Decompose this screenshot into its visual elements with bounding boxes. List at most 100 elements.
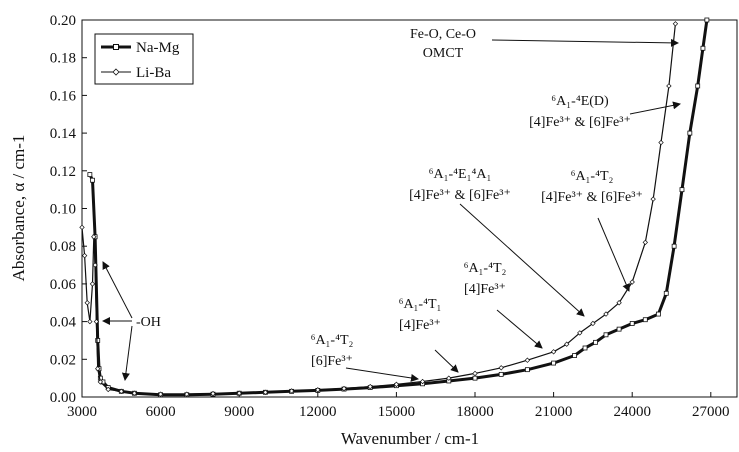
data-point-li-ba <box>184 391 190 397</box>
annotation-omct: Fe-O, Ce-O OMCT <box>410 27 679 61</box>
y-tick-label: 0.14 <box>50 126 77 142</box>
data-point-li-ba <box>590 320 596 327</box>
data-point-na-mg <box>671 243 677 249</box>
x-tick-label: 12000 <box>299 404 337 420</box>
data-point-na-mg <box>572 353 577 358</box>
legend-label-na-mg: Na-Mg <box>136 40 180 56</box>
svg-text:OMCT: OMCT <box>423 46 464 61</box>
data-point-li-ba <box>341 385 347 392</box>
data-point-na-mg <box>687 130 693 136</box>
data-point-li-ba <box>79 224 85 231</box>
data-point-li-ba <box>157 391 164 397</box>
data-point-li-ba <box>472 370 478 377</box>
x-tick-label: 6000 <box>146 404 176 420</box>
svg-text:[6]Fe³⁺: [6]Fe³⁺ <box>311 354 353 369</box>
x-tick-label: 18000 <box>456 404 494 420</box>
data-point-na-mg <box>603 332 609 338</box>
svg-text:[4]Fe³⁺ & [6]Fe³⁺: [4]Fe³⁺ & [6]Fe³⁺ <box>541 190 643 205</box>
data-point-li-ba <box>91 234 97 240</box>
x-tick-label: 15000 <box>378 404 416 420</box>
y-tick-label: 0.04 <box>50 315 77 331</box>
annotation-oh-arrow-down <box>121 325 133 381</box>
data-point-na-mg <box>704 17 710 23</box>
annotation-t1: ⁶A₁-⁴T₁ [4]Fe³⁺ <box>399 297 459 373</box>
data-point-na-mg <box>498 371 504 377</box>
y-tick-label: 0.16 <box>50 88 77 104</box>
data-point-li-ba <box>315 387 321 393</box>
data-point-li-ba <box>87 318 93 325</box>
x-tick-label: 21000 <box>535 404 573 420</box>
data-point-na-mg <box>700 45 706 51</box>
annotation-t2-octa: ⁶A₁-⁴T₂ [6]Fe³⁺ <box>311 333 419 382</box>
y-tick-label: 0.20 <box>50 13 76 29</box>
svg-text:[4]Fe³⁺ & [6]Fe³⁺: [4]Fe³⁺ & [6]Fe³⁺ <box>529 115 631 130</box>
svg-text:⁶A₁-⁴T₂: ⁶A₁-⁴T₂ <box>464 261 507 276</box>
svg-text:[4]Fe³⁺: [4]Fe³⁺ <box>399 318 441 333</box>
data-point-na-mg <box>472 375 478 381</box>
data-point-na-mg <box>629 321 635 326</box>
data-point-li-ba <box>603 311 609 317</box>
annotation-t1-arrow <box>434 349 459 373</box>
data-point-na-mg <box>656 311 661 317</box>
data-point-na-mg <box>642 317 648 323</box>
data-point-li-ba <box>236 390 242 396</box>
data-point-li-ba <box>498 365 504 371</box>
data-point-na-mg <box>90 177 95 183</box>
annotation-oh-arrow-up <box>102 261 133 319</box>
data-point-li-ba <box>616 300 622 306</box>
svg-text:[4]Fe³⁺ & [6]Fe³⁺: [4]Fe³⁺ & [6]Fe³⁺ <box>409 188 511 203</box>
data-point-li-ba <box>210 390 216 397</box>
y-tick-label: 0.12 <box>50 164 76 180</box>
data-point-li-ba <box>118 388 124 395</box>
svg-text:-OH: -OH <box>136 315 161 330</box>
y-tick-label: 0.08 <box>50 239 76 255</box>
data-point-na-mg <box>663 290 669 296</box>
data-point-li-ba <box>577 330 583 336</box>
y-tick-label: 0.10 <box>50 202 76 218</box>
series-layer <box>79 17 710 398</box>
legend-box <box>94 33 194 85</box>
data-point-li-ba <box>92 262 98 268</box>
data-point-li-ba <box>89 281 96 287</box>
y-tick-label: 0.18 <box>50 51 76 67</box>
data-point-li-ba <box>564 341 570 347</box>
svg-text:Fe-O, Ce-O: Fe-O, Ce-O <box>410 27 476 42</box>
legend-label-li-ba: Li-Ba <box>136 65 171 81</box>
svg-text:⁶A₁-⁴T₂: ⁶A₁-⁴T₂ <box>571 169 614 184</box>
data-point-li-ba <box>105 386 111 393</box>
svg-text:⁶A₁-⁴E₁⁴A₁: ⁶A₁-⁴E₁⁴A₁ <box>429 167 492 182</box>
annotation-e1-a1-arrow <box>459 203 585 317</box>
legend-marker-na-mg <box>113 44 119 50</box>
data-point-li-ba <box>81 252 88 259</box>
data-point-li-ba <box>97 379 104 385</box>
data-point-li-ba <box>95 366 101 372</box>
annotation-e1-a1: ⁶A₁-⁴E₁⁴A₁ [4]Fe³⁺ & [6]Fe³⁺ <box>409 167 585 317</box>
data-point-li-ba <box>367 383 373 390</box>
y-tick-label: 0.00 <box>50 390 76 406</box>
svg-text:⁶A₁-⁴E(D): ⁶A₁-⁴E(D) <box>551 94 609 109</box>
legend: Na-Mg Li-Ba <box>94 33 194 85</box>
svg-text:⁶A₁-⁴T₂: ⁶A₁-⁴T₂ <box>311 333 354 348</box>
data-point-li-ba <box>658 139 664 146</box>
y-axis-label: Absorbance, α / cm-1 <box>9 135 28 282</box>
svg-text:[4]Fe³⁺: [4]Fe³⁺ <box>464 282 506 297</box>
series-line-li-ba <box>81 23 676 395</box>
x-axis-label: Wavenumber / cm-1 <box>341 429 479 448</box>
annotation-t2-mixed: ⁶A₁-⁴T₂ [4]Fe³⁺ & [6]Fe³⁺ <box>541 169 643 292</box>
x-tick-label: 27000 <box>692 404 730 420</box>
data-point-na-mg <box>582 345 588 351</box>
annotation-oh: -OH <box>102 261 161 381</box>
data-point-li-ba <box>84 300 90 306</box>
data-point-li-ba <box>642 239 648 246</box>
annotation-t2-octa-arrow <box>345 367 419 382</box>
data-point-li-ba <box>650 196 656 202</box>
legend-marker-li-ba <box>112 68 120 76</box>
x-tick-label: 24000 <box>613 404 651 420</box>
annotation-e-d-arrow <box>629 101 681 115</box>
data-point-li-ba <box>131 390 138 396</box>
annotation-e-d: ⁶A₁-⁴E(D) [4]Fe³⁺ & [6]Fe³⁺ <box>529 94 681 130</box>
data-point-li-ba <box>629 279 635 285</box>
x-axis-ticks: 3000 6000 9000 12000 15000 18000 21000 24000 270… <box>67 392 730 420</box>
y-axis-ticks: 0.00 0.02 0.04 0.06 0.08 0.10 0.12 0.14 0.16 0.18… <box>50 13 87 406</box>
